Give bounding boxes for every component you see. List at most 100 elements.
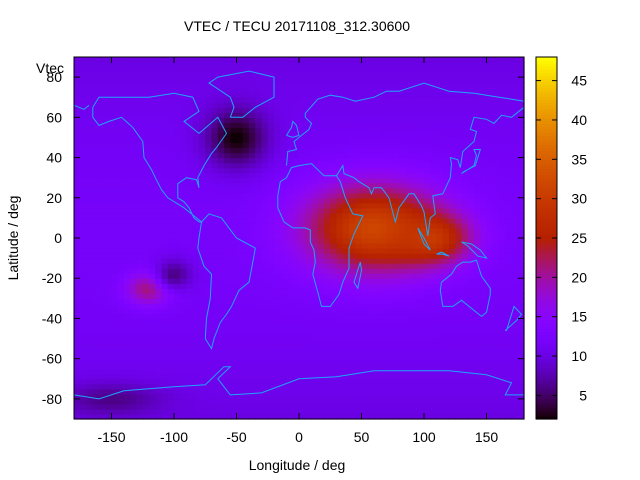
heatmap-cell [161, 177, 169, 184]
heatmap-cell [424, 102, 431, 108]
heatmap-cell [405, 212, 413, 219]
heatmap-cell [405, 162, 413, 169]
heatmap-cell [336, 388, 344, 395]
heatmap-cell [267, 57, 275, 63]
heatmap-cell [411, 107, 419, 113]
heatmap-cell [261, 278, 269, 284]
heatmap-cell [242, 408, 250, 415]
heatmap-cell [299, 92, 306, 98]
heatmap-cell [167, 328, 175, 335]
heatmap-cell [161, 202, 169, 209]
heatmap-cell [430, 238, 438, 244]
heatmap-cell [455, 207, 463, 214]
heatmap-cell [261, 187, 269, 194]
heatmap-cell [80, 323, 88, 330]
heatmap-cell [249, 278, 256, 284]
heatmap-cell [349, 308, 356, 315]
heatmap-cell [211, 142, 219, 149]
heatmap-cell [330, 117, 338, 123]
heatmap-cell [292, 273, 300, 279]
heatmap-cell [374, 413, 381, 420]
heatmap-cell [480, 313, 488, 320]
heatmap-cell [311, 127, 319, 134]
heatmap-cell [367, 298, 375, 304]
heatmap-cell [330, 243, 338, 249]
heatmap-cell [292, 398, 300, 405]
heatmap-cell [436, 398, 444, 405]
heatmap-cell [361, 77, 369, 83]
heatmap-cell [317, 363, 325, 370]
heatmap-cell [142, 298, 150, 304]
heatmap-cell [492, 338, 500, 345]
heatmap-cell [417, 343, 425, 350]
heatmap-cell [417, 413, 425, 420]
heatmap-cell [436, 137, 444, 144]
heatmap-cell [130, 413, 138, 420]
heatmap-cell [217, 222, 225, 229]
heatmap-cell [192, 373, 200, 380]
heatmap-cell [180, 142, 188, 149]
heatmap-cell [299, 268, 306, 274]
heatmap-cell [449, 328, 456, 335]
heatmap-cell [467, 338, 475, 345]
heatmap-cell [424, 373, 431, 380]
heatmap-cell [324, 92, 331, 98]
heatmap-cell [224, 328, 231, 335]
heatmap-cell [411, 358, 419, 365]
heatmap-cell [399, 323, 406, 330]
heatmap-cell [380, 202, 388, 209]
heatmap-cell [292, 112, 300, 118]
heatmap-cell [124, 368, 131, 375]
heatmap-cell [424, 182, 431, 189]
heatmap-cell [155, 348, 163, 355]
heatmap-cell [186, 232, 194, 239]
heatmap-cell [461, 328, 469, 335]
heatmap-cell [449, 258, 456, 264]
heatmap-cell [192, 197, 200, 204]
heatmap-cell [167, 273, 175, 279]
heatmap-cell [349, 87, 356, 93]
heatmap-cell [242, 298, 250, 304]
heatmap-cell [124, 202, 131, 209]
heatmap-cell [267, 97, 275, 103]
heatmap-cell [124, 112, 131, 118]
heatmap-cell [286, 248, 294, 254]
heatmap-cell [455, 243, 463, 249]
heatmap-cell [324, 278, 331, 284]
heatmap-cell [230, 152, 238, 159]
heatmap-cell [211, 288, 219, 294]
heatmap-cell [130, 142, 138, 149]
heatmap-cell [236, 122, 244, 128]
heatmap-cell [249, 197, 256, 204]
heatmap-cell [99, 162, 106, 169]
heatmap-cell [367, 172, 375, 179]
heatmap-cell [430, 258, 438, 264]
heatmap-cell [217, 127, 225, 134]
heatmap-cell [405, 117, 413, 123]
heatmap-cell [467, 152, 475, 159]
heatmap-cell [224, 157, 231, 164]
heatmap-cell [330, 162, 338, 169]
heatmap-cell [261, 167, 269, 174]
heatmap-cell [280, 107, 288, 113]
heatmap-cell [436, 232, 444, 239]
heatmap-cell [255, 388, 263, 395]
heatmap-cell [342, 212, 350, 219]
heatmap-cell [430, 62, 438, 68]
heatmap-cell [174, 132, 181, 139]
heatmap-cell [292, 222, 300, 229]
heatmap-cell [399, 303, 406, 309]
heatmap-cell [411, 172, 419, 179]
heatmap-cell [136, 102, 144, 108]
heatmap-cell [492, 263, 500, 269]
heatmap-cell [374, 248, 381, 254]
heatmap-cell [74, 333, 81, 340]
heatmap-cell [367, 77, 375, 83]
heatmap-cell [336, 102, 344, 108]
heatmap-cell [249, 293, 256, 299]
heatmap-cell [199, 253, 206, 259]
heatmap-cell [286, 283, 294, 289]
heatmap-cell [261, 117, 269, 123]
heatmap-cell [136, 343, 144, 350]
heatmap-cell [155, 403, 163, 410]
